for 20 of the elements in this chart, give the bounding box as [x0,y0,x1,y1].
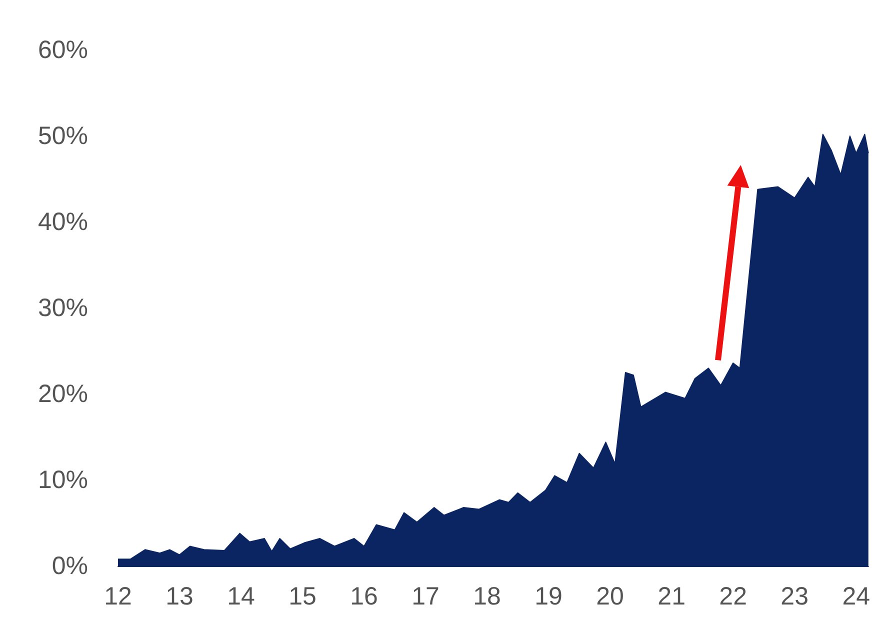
x-tick-label: 20 [596,582,624,610]
x-tick-label: 13 [166,582,194,610]
x-tick-label: 12 [104,582,132,610]
x-tick-label: 24 [842,582,870,610]
x-tick-label: 14 [227,582,256,610]
y-tick-label: 40% [38,208,88,236]
y-tick-label: 50% [38,122,88,150]
x-tick-label: 21 [658,582,686,610]
y-tick-label: 30% [38,294,88,322]
x-tick-label: 18 [473,582,501,610]
x-tick-label: 16 [350,582,378,610]
x-tick-label: 23 [780,582,808,610]
y-tick-label: 10% [38,466,88,494]
y-tick-label: 20% [38,380,88,408]
y-tick-label: 60% [38,36,88,64]
x-tick-label: 17 [412,582,440,610]
y-tick-label: 0% [52,552,88,580]
x-tick-label: 22 [719,582,747,610]
x-tick-label: 15 [288,582,316,610]
x-tick-label: 19 [534,582,562,610]
